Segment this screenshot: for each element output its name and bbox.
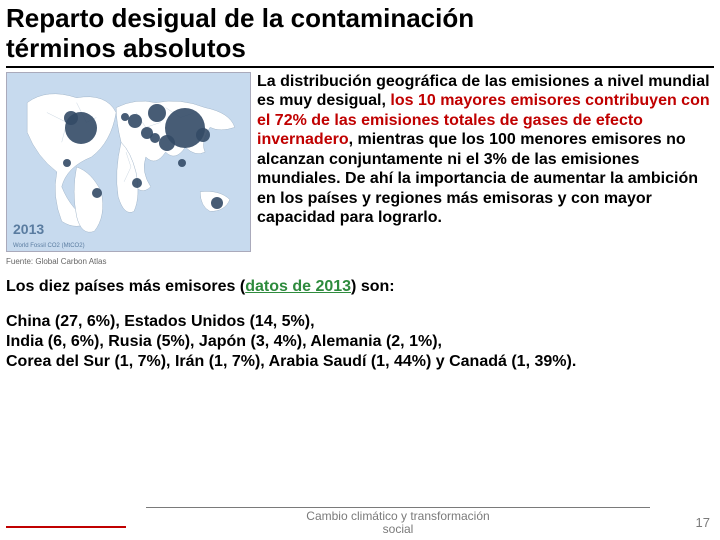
emission-bubble <box>92 188 102 198</box>
footer-accent-line <box>6 526 126 528</box>
world-map: 2013 World Fossil CO2 (MtCO2) <box>6 72 251 252</box>
emission-bubble <box>121 113 129 121</box>
title-line-2: términos absolutos <box>6 33 246 63</box>
countries-line-2: India (6, 6%), Rusia (5%), Japón (3, 4%)… <box>6 332 714 352</box>
emission-bubble <box>159 135 175 151</box>
map-source: Fuente: Global Carbon Atlas <box>6 257 107 266</box>
emission-bubble <box>132 178 142 188</box>
emission-bubble <box>196 128 210 142</box>
footer-center: Cambio climático y transformación social <box>146 507 650 536</box>
emission-bubble <box>63 159 71 167</box>
emission-bubble <box>178 159 186 167</box>
emission-bubble <box>211 197 223 209</box>
description-paragraph: La distribución geográfica de las emisio… <box>257 72 714 228</box>
title-line-1: Reparto desigual de la contaminación <box>6 3 474 33</box>
footer-text-1: Cambio climático y transformación <box>306 509 489 523</box>
top-row: 2013 World Fossil CO2 (MtCO2) Fuente: Gl… <box>6 72 714 252</box>
countries-line-3: Corea del Sur (1, 7%), Irán (1, 7%), Ara… <box>6 352 714 372</box>
list-intro-post: ) son: <box>351 278 395 295</box>
list-intro: Los diez países más emisores (datos de 2… <box>6 278 714 296</box>
title-underline <box>6 66 714 68</box>
emission-bubble <box>148 104 166 122</box>
slide: Reparto desigual de la contaminación tér… <box>0 0 720 540</box>
data-link[interactable]: datos de 2013 <box>245 278 351 295</box>
map-subtitle: World Fossil CO2 (MtCO2) <box>13 243 85 249</box>
map-year-label: 2013 <box>13 221 44 237</box>
countries-line-1: China (27, 6%), Estados Unidos (14, 5%), <box>6 312 714 332</box>
footer-text-2: social <box>383 522 414 536</box>
emission-bubble <box>150 133 160 143</box>
list-intro-pre: Los diez países más emisores ( <box>6 278 245 295</box>
emission-bubble <box>64 111 78 125</box>
emission-bubble <box>128 114 142 128</box>
slide-title: Reparto desigual de la contaminación tér… <box>6 4 714 64</box>
slide-footer: Cambio climático y transformación social… <box>0 507 720 536</box>
country-list: China (27, 6%), Estados Unidos (14, 5%),… <box>6 312 714 372</box>
page-number: 17 <box>670 515 710 530</box>
